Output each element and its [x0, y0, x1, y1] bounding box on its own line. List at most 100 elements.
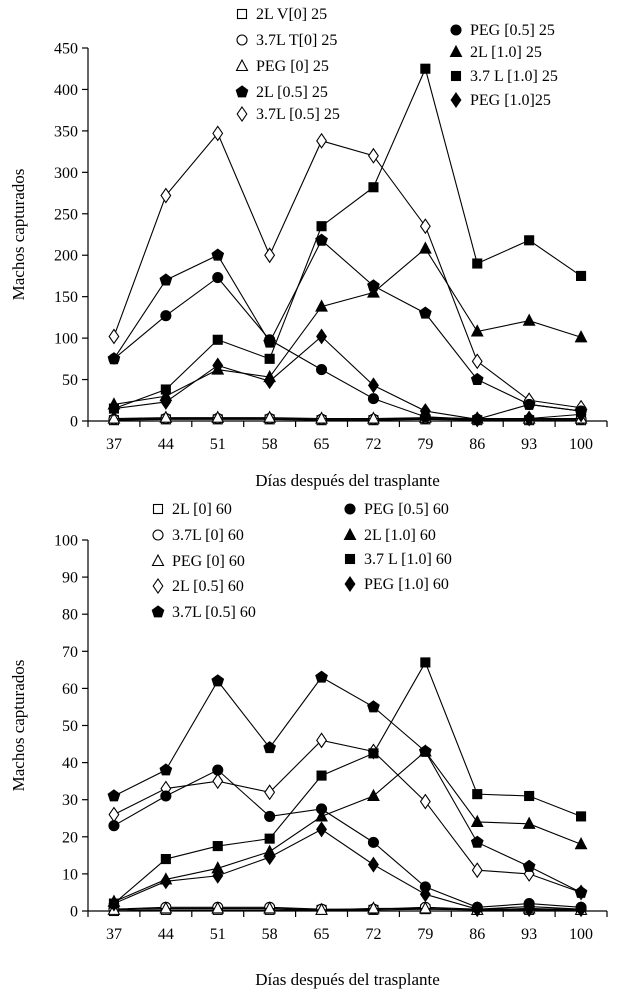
chart1-series-line — [113, 828, 582, 910]
chart1-legend-marker — [344, 503, 356, 515]
chart1-x-tick-label: 51 — [210, 926, 226, 943]
chart1-legend-item: 2L [0] 60 — [152, 501, 232, 518]
chart1-series-line — [113, 908, 582, 912]
chart0-y-tick-label: 250 — [54, 206, 78, 223]
chart1-data-point — [212, 867, 224, 884]
chart1-y-tick-label: 30 — [62, 792, 78, 809]
chart1-series-3 — [108, 732, 587, 901]
chart0-data-point — [211, 410, 225, 423]
chart1-y-tick-label: 70 — [62, 644, 78, 661]
chart1-data-point — [367, 856, 379, 873]
chart0-data-point — [418, 241, 432, 254]
chart1-axes: 0 10 20 30 40 50 60 70 80 90 100 37 44 51 58 65 72 79 86 93… — [54, 533, 608, 943]
chart1-x-axis-title: Días después del trasplante — [255, 970, 440, 989]
chart1-data-point — [264, 849, 276, 866]
chart1-data-point — [160, 854, 171, 865]
chart0-x-tick-label: 65 — [314, 436, 330, 453]
chart0-data-point — [264, 353, 275, 364]
chart1-legend-label: 3.7 L [1.0] 60 — [364, 551, 452, 568]
chart1-y-tick-label: 80 — [62, 607, 78, 624]
chart0-data-point — [367, 393, 380, 405]
chart0-data-point — [524, 235, 535, 246]
chart0-data-point — [367, 377, 379, 394]
chart0-data-point — [212, 125, 224, 142]
chart0-data-point — [575, 270, 587, 281]
chart1-data-point — [472, 789, 483, 800]
chart1-legend-label: 3.7L [0.5] 60 — [172, 604, 256, 621]
chart1-x-tick-label: 58 — [262, 926, 278, 943]
chart0-series-7 — [108, 63, 587, 414]
chart1-x-tick-label: 72 — [365, 926, 381, 943]
chart0-data-point — [263, 410, 277, 423]
chart1-data-point — [471, 862, 483, 879]
chart0-series-4 — [108, 125, 587, 416]
chart1-legend: 2L [0] 60 3.7L [0] 60 PEG [0] 60 2L [0.5] 6… — [151, 501, 452, 621]
chart0-legend-marker — [450, 24, 462, 36]
chart1-data-point — [524, 790, 535, 802]
chart1-legend-marker — [151, 605, 165, 618]
chart1-data-point — [264, 784, 276, 801]
chart1-series-8 — [108, 821, 587, 918]
chart0-data-point — [419, 403, 431, 420]
chart0-legend-marker — [235, 58, 249, 72]
chart0-series-line — [113, 239, 582, 412]
chart0-series-line — [113, 132, 582, 409]
chart0-legend-marker — [450, 70, 462, 82]
chart0-data-point — [470, 324, 484, 337]
chart0-y-tick-label: 300 — [54, 165, 78, 182]
chart1-data-point — [263, 741, 277, 754]
chart0-data-point — [264, 373, 276, 390]
chart1-legend-label: PEG [0.5] 60 — [364, 501, 449, 518]
chart0-data-point — [471, 411, 483, 428]
chart0-data-point — [212, 357, 224, 374]
chart0-data-point — [574, 330, 588, 343]
chart1-data-point — [108, 895, 120, 912]
chart0-series-line — [113, 418, 582, 421]
chart1-legend-item: 3.7 L [1.0] 60 — [344, 551, 452, 568]
chart0-data-point — [211, 248, 225, 261]
chart0-data-point — [108, 400, 120, 417]
chart1-data-point — [470, 814, 484, 828]
chart1-data-point — [211, 901, 225, 914]
chart0-legend-label: 3.7L T[0] 25 — [256, 32, 337, 49]
chart0-legend-label: 2L [1.0] 25 — [470, 44, 542, 61]
chart1-data-point — [418, 901, 432, 914]
chart0-legend-marker — [449, 44, 463, 58]
chart0-data-point — [368, 182, 379, 193]
chart0-legend-item: PEG [0] 25 — [235, 58, 329, 75]
chart1-x-tick-label: 86 — [469, 926, 485, 943]
chart0-data-point — [212, 272, 224, 284]
chart1-series-6 — [107, 744, 588, 907]
chart0-data-point — [212, 334, 223, 345]
chart0-data-point — [367, 411, 380, 424]
chart0-x-tick-label: 37 — [106, 436, 122, 453]
chart1-y-tick-label: 40 — [62, 755, 78, 772]
chart1-legend-marker — [344, 576, 356, 592]
chart0-y-tick-label: 50 — [62, 372, 78, 389]
chart1-data-point — [419, 886, 431, 903]
chart1-data-point — [263, 901, 277, 914]
chart0-legend-label: PEG [0] 25 — [256, 58, 329, 75]
chart0-legend-item: 3.7L T[0] 25 — [236, 32, 337, 49]
chart0-data-point — [107, 411, 121, 424]
chart1-data-point — [420, 657, 431, 668]
chart0-series-line — [113, 67, 582, 410]
chart0-data-point — [523, 398, 535, 410]
chart1-series-line — [113, 750, 582, 903]
chart0-data-point — [470, 372, 484, 385]
chart1-legend-marker — [152, 578, 164, 594]
chart0-data-point — [264, 334, 276, 346]
chart0-data-point — [315, 364, 328, 376]
chart1-legend-item: PEG [1.0] 60 — [344, 576, 449, 593]
chart0-data-point — [160, 384, 171, 395]
chart1-x-tick-label: 100 — [569, 926, 593, 943]
chart1-data-point — [367, 836, 380, 848]
chart1-y-tick-label: 90 — [62, 570, 78, 587]
chart0-data-point — [108, 328, 120, 345]
chart1-legend-item: PEG [0] 60 — [151, 553, 245, 570]
chart0-legend-item: PEG [1.0]25 — [450, 92, 551, 109]
chart1-data-point — [315, 670, 328, 683]
chart0-data-point — [160, 310, 172, 322]
chart1-y-tick-label: 10 — [62, 866, 78, 883]
